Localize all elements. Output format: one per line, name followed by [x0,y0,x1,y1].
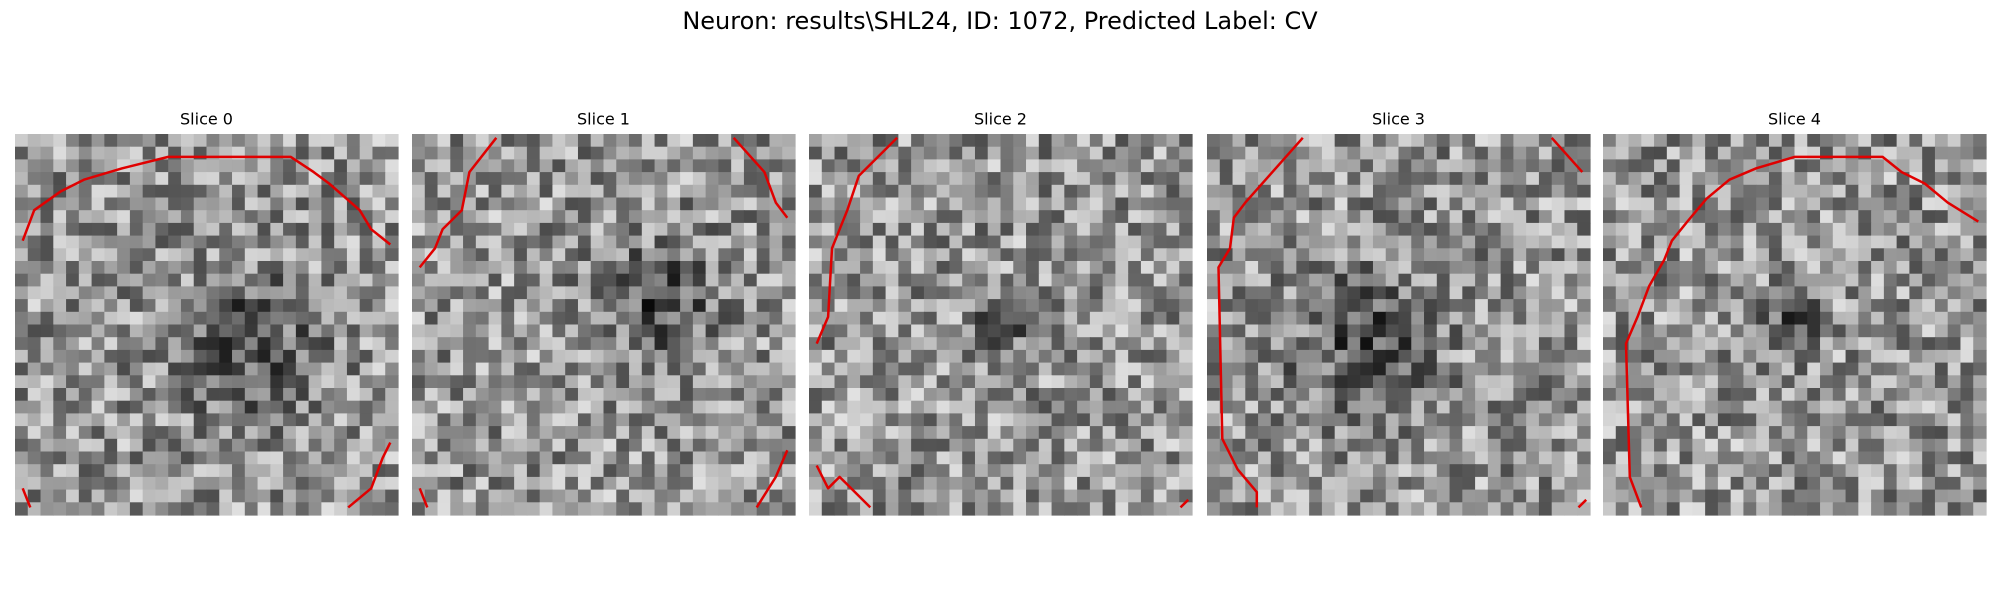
slice-image [809,134,1193,516]
contour [418,487,429,508]
contour [732,136,789,219]
slice-image [1207,134,1591,516]
contour [21,487,32,508]
contour [1550,136,1584,173]
panel-title: Slice 3 [1372,110,1425,129]
contour [815,464,872,509]
contour [1217,136,1304,508]
contour [1624,155,1979,508]
slice-image [15,134,399,516]
contour [347,442,392,509]
panel-title: Slice 2 [974,110,1027,129]
panel-title: Slice 0 [180,110,233,129]
contour [755,449,789,509]
contour [21,155,392,246]
contour [815,136,898,345]
panel-title: Slice 1 [577,110,630,129]
panel-title: Slice 4 [1768,110,1821,129]
contour [1577,498,1588,509]
slice-image [412,134,796,516]
contour [1179,498,1190,509]
figure-title: Neuron: results\SHL24, ID: 1072, Predict… [682,7,1318,35]
contour [418,137,498,269]
slice-image [1603,134,1987,516]
